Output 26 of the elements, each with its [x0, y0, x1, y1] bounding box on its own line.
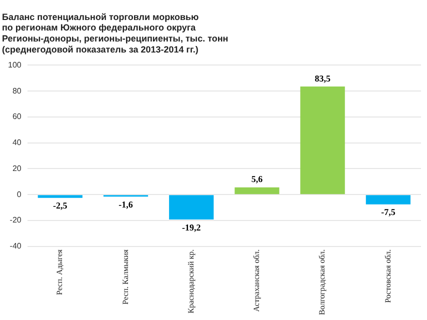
y-tick-label: 40 [12, 138, 22, 148]
bar [366, 195, 411, 204]
data-label: -1,6 [118, 200, 134, 210]
x-tick-label: Краснодарский кр. [186, 249, 196, 314]
x-tick-label: Астраханская обл. [252, 249, 262, 312]
y-tick-label: -20 [10, 216, 22, 225]
chart-title: Баланс потенциальной торговли морковью по регионам Южного федерального округа Регионы-доноры, регионы-реципиенты, тыс. тонн (среднегодовой показатель за 2013-2014 гг.) [2, 12, 228, 54]
bar [234, 187, 280, 194]
x-tick-label: Волгоградская обл. [318, 249, 327, 316]
y-tick-label: 60 [12, 112, 22, 122]
x-tick-label: Ростовская обл. [383, 249, 392, 303]
bar [38, 195, 82, 198]
data-label: 5,6 [251, 174, 264, 184]
y-tick-label: 0 [16, 190, 22, 199]
y-tick-label: 20 [12, 164, 22, 173]
data-label: -7,5 [381, 207, 396, 218]
x-tick-label: Респ. Калмыкия [120, 249, 130, 304]
y-tick-label: 80 [12, 86, 22, 96]
bar [169, 195, 214, 220]
data-label: 83,5 [314, 73, 331, 84]
bar [300, 86, 345, 194]
x-tick-label: Респ. Адыгея [55, 249, 64, 295]
data-label: -2,5 [53, 200, 68, 211]
y-tick-label: -40 [10, 242, 22, 251]
y-tick-label: 100 [8, 60, 22, 70]
data-label: -19,2 [182, 222, 202, 232]
